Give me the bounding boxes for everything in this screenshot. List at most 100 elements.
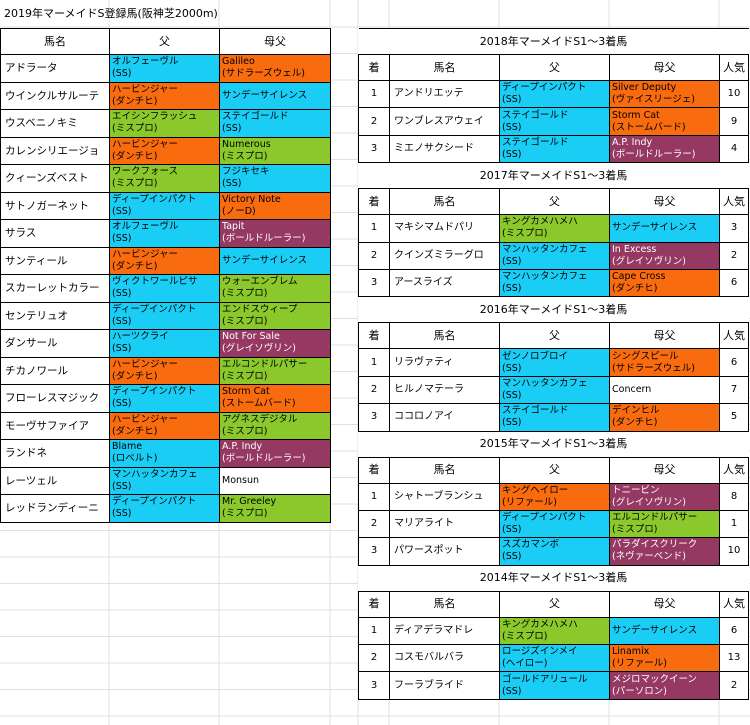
damsire-cell: サンデーサイレンス <box>609 616 720 646</box>
damsire-cell: Silver Deputy (ヴァイスリージェ) <box>609 79 720 109</box>
horse-name: サトノガーネット <box>0 191 110 220</box>
sire-cell: ワークフォース (ミスプロ) <box>109 164 220 193</box>
damsire-cell: パラダイスクリーク (ネヴァーベンド) <box>609 537 720 566</box>
bloodline-lineage: (SS) <box>502 685 522 697</box>
finish-position: 2 <box>358 241 390 270</box>
finish-position: 2 <box>358 644 390 673</box>
header-damsire: 母父 <box>609 188 720 216</box>
popularity: 5 <box>719 403 749 432</box>
finish-position: 1 <box>358 348 390 377</box>
damsire-cell: Storm Cat (ストームバード) <box>219 384 331 413</box>
table-row: 2 ワンブレスアウェイ ステイゴールド (SS) Storm Cat (ストームバード) 9 <box>358 107 749 136</box>
sire-cell: ハーツクライ (SS) <box>109 329 220 358</box>
table-row: ランドネ Blame (ロベルト) A.P. Indy (ボールドルーラー) <box>0 439 331 468</box>
bloodline-lineage: (SS) <box>112 315 132 327</box>
horse-name: パワースポット <box>389 537 500 566</box>
sire-cell: ディープインパクト (SS) <box>109 384 220 413</box>
bloodline-lineage: (SS) <box>112 398 132 410</box>
bloodline-lineage: (サドラーズウェル) <box>612 362 695 374</box>
popularity: 7 <box>719 375 749 405</box>
damsire-cell: Mr. Greeley (ミスプロ) <box>219 494 331 523</box>
horse-name: ウインクルサルーテ <box>0 81 110 110</box>
bloodline-lineage: (SS) <box>112 288 132 300</box>
bloodline-lineage: (グレイソヴリン) <box>222 343 296 355</box>
bloodline-name: ゴールドアリュール <box>502 673 588 685</box>
table-header-row: 着馬名父母父 人気 <box>358 54 749 81</box>
sire-cell: ステイゴールド (SS) <box>499 134 610 164</box>
header-popularity: 人気 <box>719 456 749 484</box>
damsire-cell: Tapit (ボールドルーラー) <box>219 219 331 248</box>
sire-cell: ロージズインメイ (ヘイロー) <box>499 644 610 673</box>
bloodline-name: サンデーサイレンス <box>222 89 308 101</box>
table-row: レッドランディーニ ディープインパクト (SS) Mr. Greeley (ミスプロ) <box>0 494 331 523</box>
header-sire: 父 <box>499 188 610 216</box>
header-rank: 着 <box>358 54 390 81</box>
horse-name: センテリュオ <box>0 301 110 330</box>
bloodline-lineage: (SS) <box>112 480 132 492</box>
bloodline-name: エイシンフラッシュ <box>112 111 198 123</box>
popularity: 10 <box>719 79 749 109</box>
sire-cell: ディープインパクト (SS) <box>499 509 610 539</box>
horse-name: ヒルノマテーラ <box>389 375 500 405</box>
bloodline-name: オルフェーヴル <box>112 221 179 233</box>
popularity: 9 <box>719 107 749 136</box>
table-header-row: 着馬名父母父 人気 <box>358 456 749 484</box>
header-popularity: 人気 <box>719 54 749 81</box>
sire-cell: キングカメハメハ (ミスプロ) <box>499 214 610 243</box>
bloodline-name: ハーツクライ <box>112 331 169 343</box>
horse-name: アースライズ <box>389 268 500 298</box>
past-results-table: 2018年マーメイドS1～3着馬着馬名父母父 人気 1 アンドリエッテ ディープインパク… <box>358 28 749 700</box>
sire-cell: ディープインパクト (SS) <box>109 301 220 330</box>
bloodline-name: Silver Deputy <box>612 82 677 94</box>
bloodline-name: ハービンジャー <box>112 413 179 425</box>
bloodline-name: Mr. Greeley <box>222 496 277 508</box>
popularity: 2 <box>719 241 749 270</box>
sire-cell: ハービンジャー (ダンチヒ) <box>109 356 220 385</box>
bloodline-name: メジロマックイーン <box>612 673 698 685</box>
bloodline-lineage: (SS) <box>112 508 132 520</box>
header-rank: 着 <box>358 456 390 484</box>
bloodline-name: ハービンジャー <box>112 358 179 370</box>
sire-cell: ハービンジャー (ダンチヒ) <box>109 136 220 165</box>
table-row: クィーンズベスト ワークフォース (ミスプロ) フジキセキ (SS) <box>0 164 331 193</box>
bloodline-name: ディープインパクト <box>502 82 587 94</box>
bloodline-lineage: (ミスプロ) <box>222 508 268 520</box>
bloodline-lineage: (ダンチヒ) <box>112 150 158 162</box>
bloodline-name: マンハッタンカフェ <box>112 468 198 480</box>
bloodline-lineage: (SS) <box>112 233 132 245</box>
damsire-cell: Victory Note (ノーD) <box>219 191 331 220</box>
table-row: サトノガーネット ディープインパクト (SS) Victory Note (ノーD) <box>0 191 331 220</box>
header-damsire: 母父 <box>609 322 720 350</box>
bloodline-name: ステイゴールド <box>502 109 569 121</box>
bloodline-lineage: (グレイソヴリン) <box>612 255 686 267</box>
section-title: 2014年マーメイドS1～3着馬 <box>358 564 749 592</box>
bloodline-lineage: (SS) <box>222 178 242 190</box>
bloodline-lineage: (SS) <box>502 362 522 374</box>
bloodline-name: キングヘイロー <box>502 484 569 496</box>
bloodline-name: Cape Cross <box>612 271 666 283</box>
bloodline-name: Storm Cat <box>222 386 270 398</box>
bloodline-name: ヴィクトワールピサ <box>112 276 198 288</box>
damsire-cell: アグネスデジタル (ミスプロ) <box>219 411 331 440</box>
section-title: 2015年マーメイドS1～3着馬 <box>358 430 749 458</box>
table-header-row: 馬名 父 母父 <box>0 28 331 55</box>
horse-name: アドラータ <box>0 54 110 83</box>
bloodline-name: デインヒル <box>612 405 660 417</box>
bloodline-lineage: (サドラーズウェル) <box>222 68 305 80</box>
bloodline-lineage: (ミスプロ) <box>222 370 268 382</box>
bloodline-lineage: (SS) <box>502 121 522 133</box>
section-title: 2016年マーメイドS1～3着馬 <box>358 296 749 324</box>
header-sire: 父 <box>499 322 610 350</box>
bloodline-name: サンデーサイレンス <box>222 254 308 266</box>
sire-cell: キングヘイロー (リファール) <box>499 482 610 511</box>
damsire-cell: Concern <box>609 375 720 405</box>
bloodline-lineage: (SS) <box>112 343 132 355</box>
sire-cell: ゴールドアリュール (SS) <box>499 671 610 700</box>
damsire-cell: ウォーエンブレム (ミスプロ) <box>219 274 331 303</box>
bloodline-name: マンハッタンカフェ <box>502 271 588 283</box>
bloodline-name: ディープインパクト <box>112 303 197 315</box>
horse-name: サンティール <box>0 246 110 275</box>
header-horse-name: 馬名 <box>389 456 500 484</box>
bloodline-name: マンハッタンカフェ <box>502 243 588 255</box>
bloodline-lineage: (SS) <box>502 94 522 106</box>
